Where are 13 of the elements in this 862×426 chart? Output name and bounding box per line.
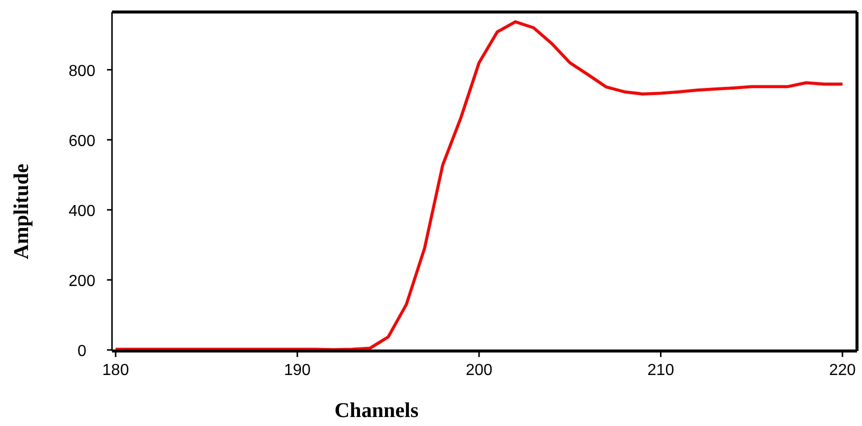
x-tick-label: 200 bbox=[466, 362, 492, 379]
y-tick-label: 600 bbox=[68, 132, 96, 150]
x-axis-title: Channels bbox=[334, 398, 419, 422]
x-tick-label: 180 bbox=[102, 362, 130, 379]
x-tick-label: 220 bbox=[829, 362, 856, 379]
y-tick-label: 400 bbox=[68, 202, 96, 220]
line-series bbox=[114, 20, 844, 352]
x-tick-label: 190 bbox=[284, 362, 311, 379]
y-tick-label: 200 bbox=[68, 272, 96, 290]
y-tick-label: 0 bbox=[78, 342, 87, 360]
y-tick-label: 800 bbox=[68, 62, 96, 80]
y-axis-title: Amplitude bbox=[9, 164, 33, 260]
x-tick-label: 210 bbox=[647, 362, 674, 379]
